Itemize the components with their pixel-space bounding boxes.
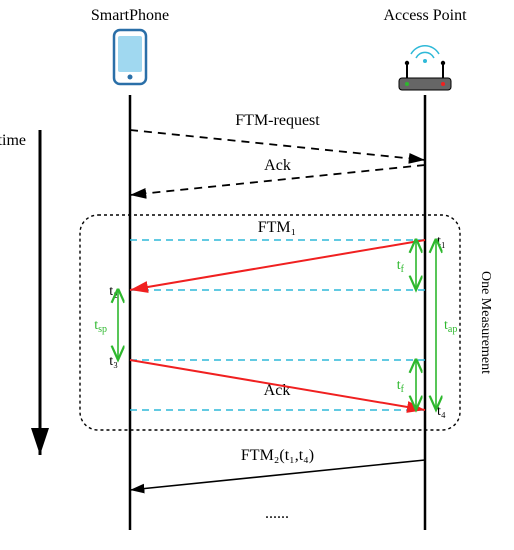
ap-icon xyxy=(399,46,451,90)
propagation-line xyxy=(130,240,425,290)
measurement-side-label: One Measurement xyxy=(478,271,493,374)
ellipsis: ...... xyxy=(265,505,289,522)
dashed-msg xyxy=(130,130,425,160)
interval-label: tf xyxy=(397,258,405,275)
event-t4-label: t₄ xyxy=(437,404,446,419)
event-t1-label: t₁ xyxy=(437,234,446,249)
ftm2-label: FTM₂(t₁,t₄) xyxy=(241,447,314,464)
cyan-line-label: FTM₁ xyxy=(258,219,296,236)
ap-label: Access Point xyxy=(383,7,467,24)
time-label: time xyxy=(0,132,26,149)
event-t3-label: t₃ xyxy=(109,354,118,369)
event-t2-label: t₂ xyxy=(109,284,118,299)
ftm2-line xyxy=(130,460,425,490)
interval-label: tap xyxy=(444,318,457,335)
interval-label: tsp xyxy=(94,318,107,335)
smartphone-label: SmartPhone xyxy=(91,7,169,24)
propagation-line xyxy=(130,360,425,410)
interval-label: tf xyxy=(397,378,405,395)
smartphone-icon xyxy=(114,30,146,84)
dashed-msg-label: Ack xyxy=(264,157,291,174)
dashed-msg-label: FTM-request xyxy=(235,112,320,129)
